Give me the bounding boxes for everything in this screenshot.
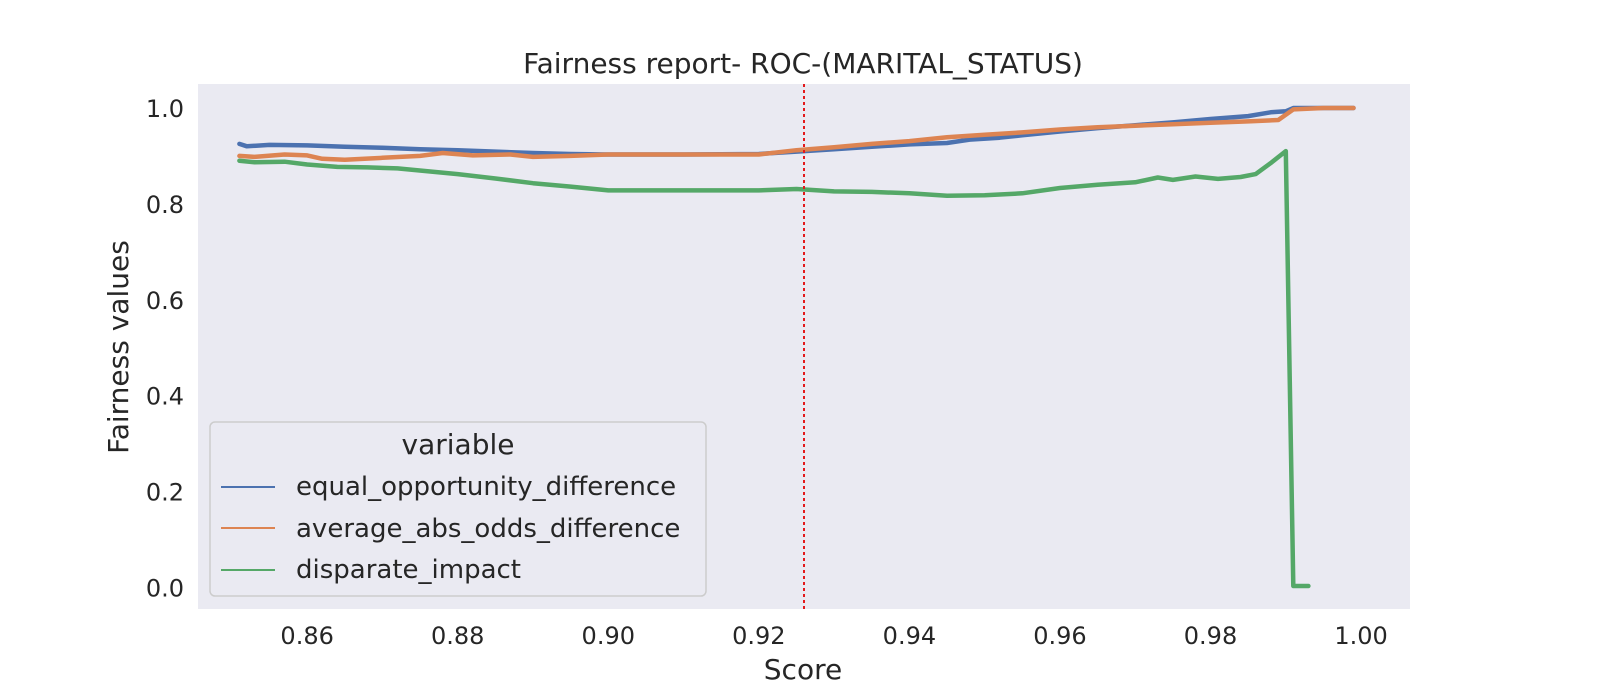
x-tick-label: 0.86 [280, 622, 333, 650]
x-axis-ticks: 0.86 0.88 0.90 0.92 0.94 0.96 0.98 1.00 [280, 622, 1387, 650]
legend-label-disparate-impact: disparate_impact [296, 555, 521, 585]
legend-box [209, 421, 707, 597]
x-tick-label: 0.88 [431, 622, 484, 650]
x-tick-label: 0.94 [883, 622, 936, 650]
y-axis-ticks: 0.0 0.2 0.4 0.6 0.8 1.0 [146, 95, 184, 602]
series-line-average-abs-odds-difference [237, 105, 1356, 163]
x-tick-label: 1.00 [1334, 622, 1387, 650]
x-axis-title: Score [764, 653, 842, 686]
y-tick-label: 0.2 [146, 479, 184, 507]
legend-label-equal-opportunity: equal_opportunity_difference [296, 472, 676, 502]
series-line-disparate-impact [237, 148, 1311, 589]
y-tick-label: 0.0 [146, 574, 184, 602]
x-tick-label: 0.96 [1033, 622, 1086, 650]
y-tick-label: 0.6 [146, 287, 184, 315]
x-tick-label: 0.90 [582, 622, 635, 650]
legend-label-average-abs-odds: average_abs_odds_difference [296, 514, 680, 544]
series-line-equal-opportunity-difference [237, 105, 1356, 157]
legend-title: variable [402, 428, 515, 461]
x-tick-label: 0.92 [732, 622, 785, 650]
series-lines [237, 105, 1356, 589]
chart-title: Fairness report- ROC-(MARITAL_STATUS) [523, 47, 1083, 80]
legend: variable equal_opportunity_difference av… [209, 421, 707, 597]
x-tick-label: 0.98 [1184, 622, 1237, 650]
y-tick-label: 0.4 [146, 383, 184, 411]
y-tick-label: 0.8 [146, 191, 184, 219]
y-tick-label: 1.0 [146, 95, 184, 123]
y-axis-title: Fairness values [102, 240, 135, 454]
